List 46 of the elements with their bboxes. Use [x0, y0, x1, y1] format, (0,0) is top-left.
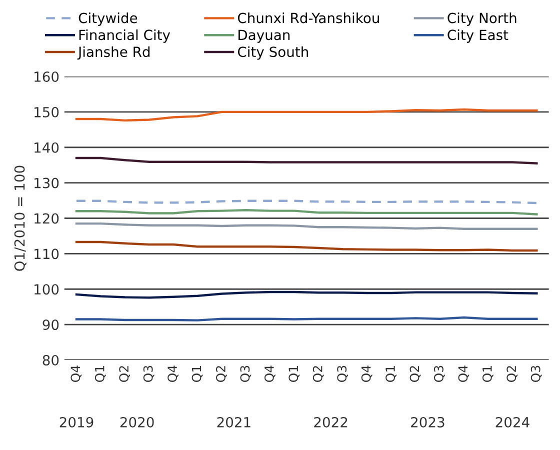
y-tick-label: 120	[34, 213, 59, 224]
x-tick-label: Q1	[192, 366, 203, 382]
y-tick-label: 150	[34, 106, 59, 118]
x-tick-label: Q4	[70, 366, 82, 382]
legend-label: Jianshe Rd	[77, 46, 150, 60]
x-tick-label: Q1	[386, 366, 396, 382]
line-series	[75, 240, 538, 252]
y-tick-label: 160	[34, 71, 59, 82]
legend-label: City North	[448, 12, 516, 26]
x-tick-label: Q4	[264, 366, 276, 382]
legend-label: Dayuan	[238, 30, 290, 43]
x-tick-label: Q2	[410, 366, 421, 382]
legend-label: Financial City	[79, 29, 170, 43]
x-tick-label: Q3	[143, 366, 154, 382]
legend-label: City East	[448, 29, 508, 43]
text: 2020	[120, 416, 154, 428]
x-tick-label: Q2	[119, 366, 130, 382]
x-tick-label: Q3	[240, 366, 252, 382]
text: 2023	[411, 416, 444, 428]
text: 2019	[60, 416, 94, 428]
y-tick-label: 90	[42, 320, 59, 330]
x-tick-label: Q3	[530, 366, 542, 382]
text: 2022	[314, 416, 348, 428]
x-tick-label: Q2	[216, 366, 227, 382]
x-tick-label: Q4	[168, 366, 178, 382]
y-tick-label: 140	[34, 142, 59, 153]
x-tick-label: Q3	[337, 366, 348, 382]
x-tick-label: Q1	[482, 366, 494, 382]
y-tick-label: 100	[34, 284, 59, 295]
x-tick-label: Q1	[288, 366, 300, 382]
legend-label: Chunxi Rd-Yanshikou	[238, 12, 379, 24]
line-series	[75, 108, 538, 122]
x-tick-label: Q2	[506, 366, 518, 382]
x-tick-label: Q4	[458, 366, 470, 382]
y-tick-label: 130	[34, 178, 59, 188]
text: 2024	[496, 416, 530, 428]
y-tick-label: 110	[34, 248, 59, 260]
y-axis-title: Q1/2010 = 100	[14, 166, 26, 271]
x-tick-label: Q2	[312, 366, 324, 382]
x-tick-label: Q3	[434, 366, 445, 382]
legend-label: Citywide	[78, 12, 138, 26]
y-tick-label: 80	[42, 354, 59, 366]
x-tick-label: Q4	[361, 366, 372, 382]
legend-label: City South	[238, 46, 308, 60]
x-tick-label: Q1	[94, 366, 106, 382]
text: 2021	[217, 416, 250, 428]
